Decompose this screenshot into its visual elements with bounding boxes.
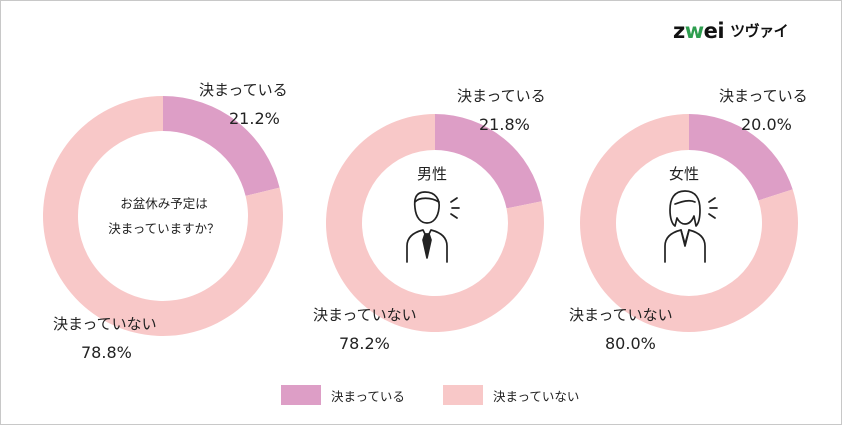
- center-question-line-1: お盆休み予定は: [120, 196, 208, 211]
- zwei-logo: zwei ツヴァイ: [673, 19, 789, 43]
- logo-katakana: ツヴァイ: [730, 22, 789, 40]
- legend-label-decided: 決まっている: [331, 388, 405, 404]
- donut-female-notdecided-value: 80.0%: [605, 334, 656, 353]
- donut-overall: [42, 96, 283, 336]
- donut-male-slice-decided: [435, 114, 542, 209]
- donut-male-decided-label: 決まっている: [457, 87, 546, 105]
- center-question-line-2: 決まっていますか？: [108, 221, 220, 236]
- donut-male-slice-notdecided: [325, 114, 544, 332]
- logo-wordmark: zwei: [673, 19, 725, 43]
- donut-female-decided-label: 決まっている: [719, 87, 808, 105]
- donut-female-slice-notdecided: [579, 114, 798, 333]
- legend-item-notdecided: 決まっていない: [443, 385, 579, 405]
- legend-label-notdecided: 決まっていない: [493, 388, 580, 404]
- donut-overall-slice-decided: [163, 96, 280, 196]
- donut-female-notdecided-label: 決まっていない: [569, 306, 673, 324]
- donut-overall-decided-value: 21.2%: [229, 109, 280, 128]
- legend-item-decided: 決まっている: [281, 385, 405, 405]
- man-speaking-icon: [406, 191, 460, 263]
- donut-male-notdecided-value: 78.2%: [339, 334, 390, 353]
- donut-overall-notdecided-value: 78.8%: [81, 343, 132, 362]
- donut-male-notdecided-label: 決まっていない: [313, 306, 417, 324]
- donut-female-center-label: 女性: [669, 165, 700, 183]
- legend-swatch-notdecided: [443, 385, 483, 405]
- donut-male: [325, 114, 544, 332]
- woman-speaking-icon: [664, 190, 718, 263]
- donut-female-slice-decided: [689, 114, 793, 201]
- donut-overall-decided-label: 決まっている: [199, 81, 288, 99]
- donut-overall-notdecided-label: 決まっていない: [53, 315, 157, 333]
- donut-male-decided-value: 21.8%: [479, 115, 530, 134]
- donut-female: [579, 114, 798, 333]
- donut-male-center-label: 男性: [417, 165, 448, 183]
- donut-female-decided-value: 20.0%: [741, 115, 792, 134]
- legend-swatch-decided: [281, 385, 321, 405]
- donut-overall-center-question: お盆休み予定は 決まっていますか？: [97, 191, 231, 241]
